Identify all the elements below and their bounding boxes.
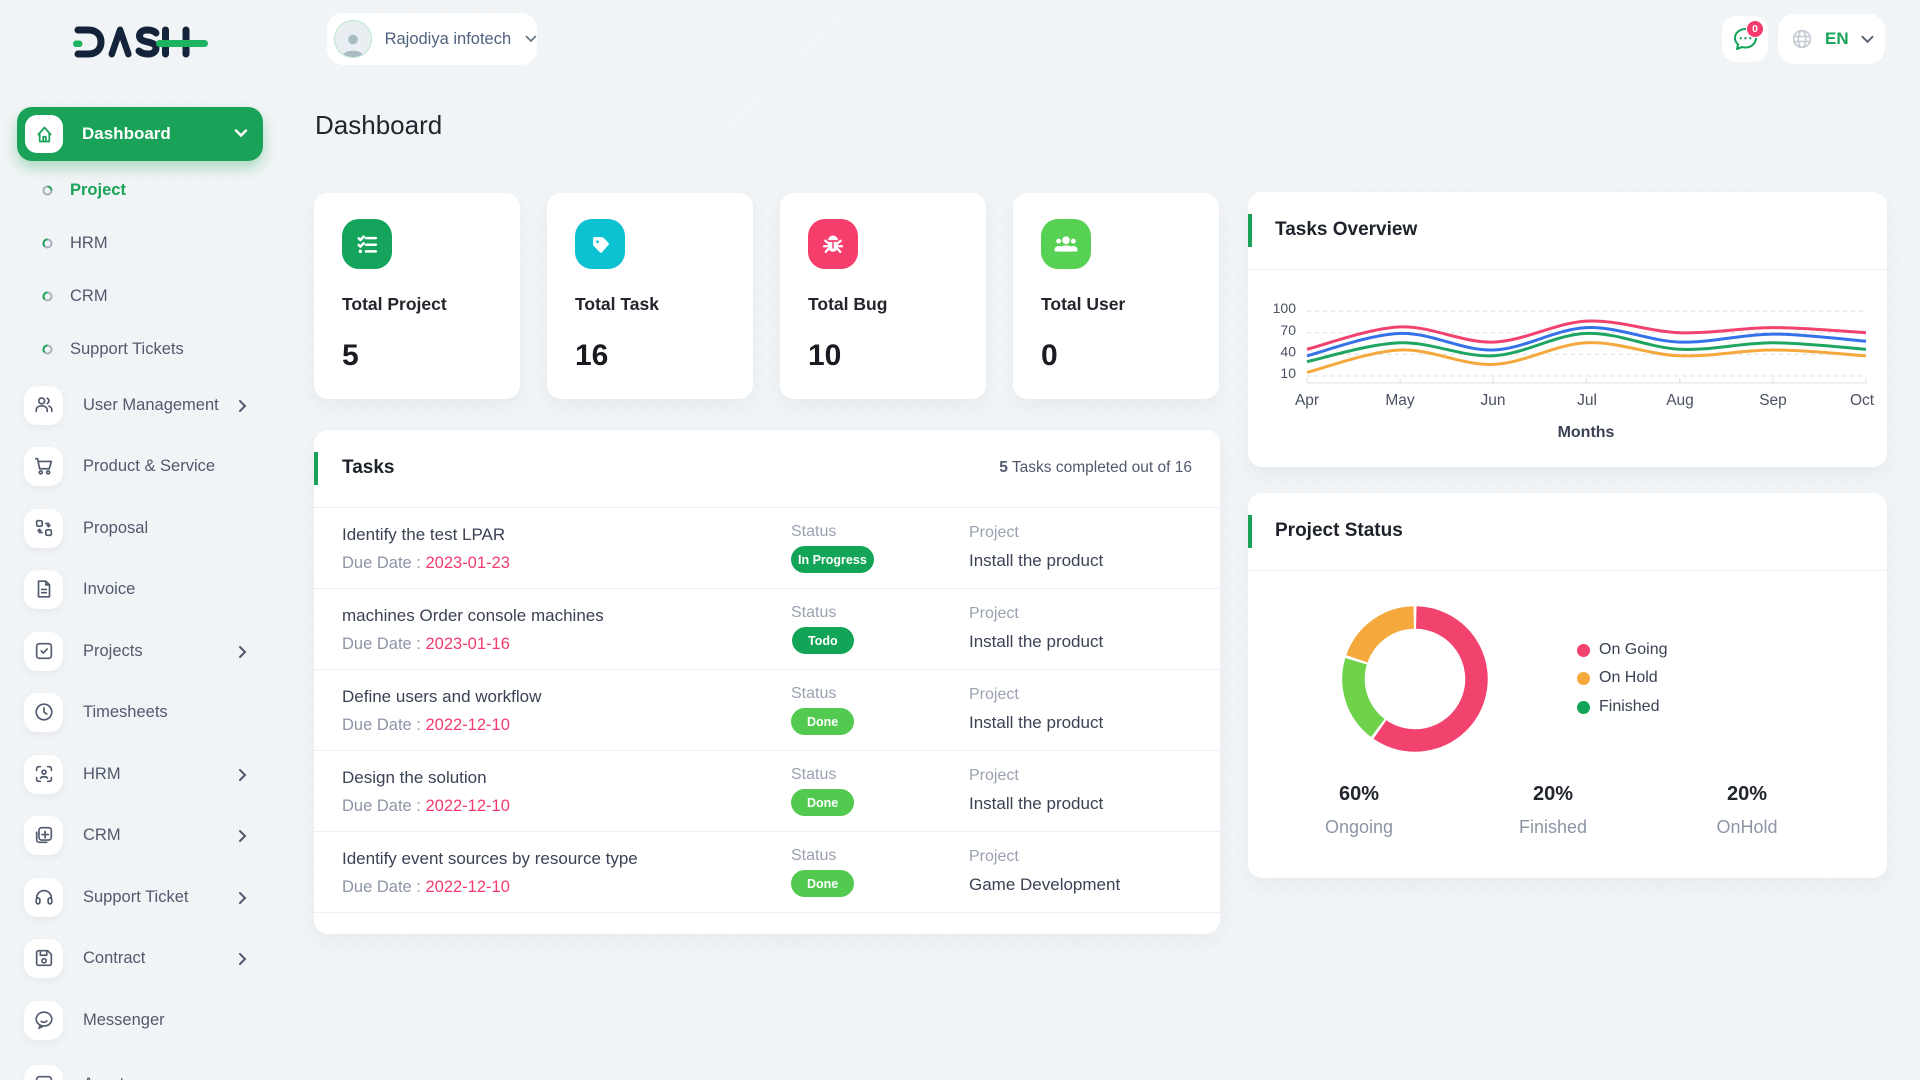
svg-text:40: 40 [1280,344,1296,360]
svg-text:Jul: Jul [1577,392,1597,409]
svg-text:Sep: Sep [1759,392,1787,409]
svg-text:May: May [1385,392,1415,409]
svg-text:Months: Months [1558,424,1615,441]
svg-text:10: 10 [1280,365,1296,381]
svg-text:Aug: Aug [1666,392,1694,409]
svg-text:70: 70 [1280,322,1296,338]
svg-text:Apr: Apr [1295,392,1319,409]
svg-text:Jun: Jun [1481,392,1506,409]
svg-text:100: 100 [1273,300,1297,316]
svg-text:Oct: Oct [1850,392,1875,409]
